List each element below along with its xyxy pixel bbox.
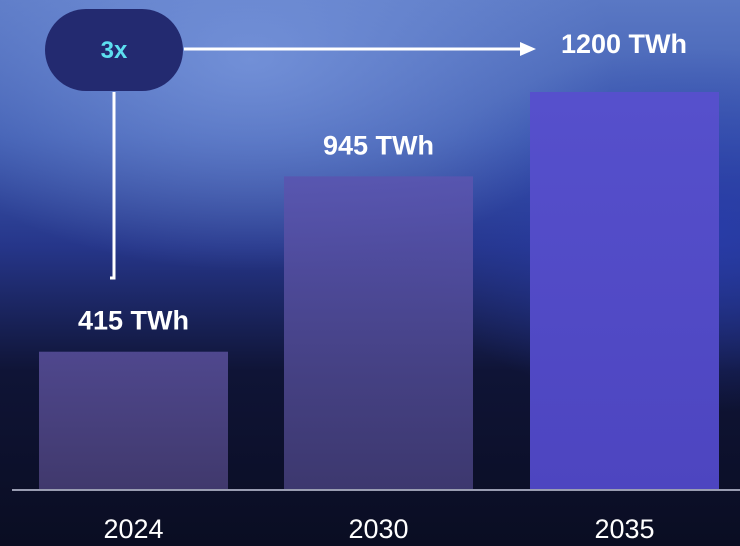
value-labels-layer: 415 TWh 945 TWh 1200 TWh (78, 29, 687, 336)
value-label-2030: 945 TWh (323, 130, 434, 160)
arrow-head-icon (520, 42, 536, 56)
x-tick-label-2024: 2024 (103, 514, 163, 544)
bar-2024 (39, 351, 228, 489)
x-tick-labels-layer: 2024 2030 2035 (103, 514, 654, 544)
value-label-2024: 415 TWh (78, 306, 189, 336)
bars-layer (39, 92, 719, 490)
x-tick-label-2030: 2030 (348, 514, 408, 544)
bar-2030 (284, 176, 473, 490)
growth-badge-label: 3x (101, 37, 128, 64)
value-label-2035: 1200 TWh (561, 29, 687, 59)
annotation-vertical-connector (110, 92, 116, 280)
growth-annotation: 3x (45, 9, 536, 280)
bar-2035 (530, 92, 719, 489)
growth-badge (45, 9, 183, 91)
x-tick-label-2035: 2035 (594, 514, 654, 544)
